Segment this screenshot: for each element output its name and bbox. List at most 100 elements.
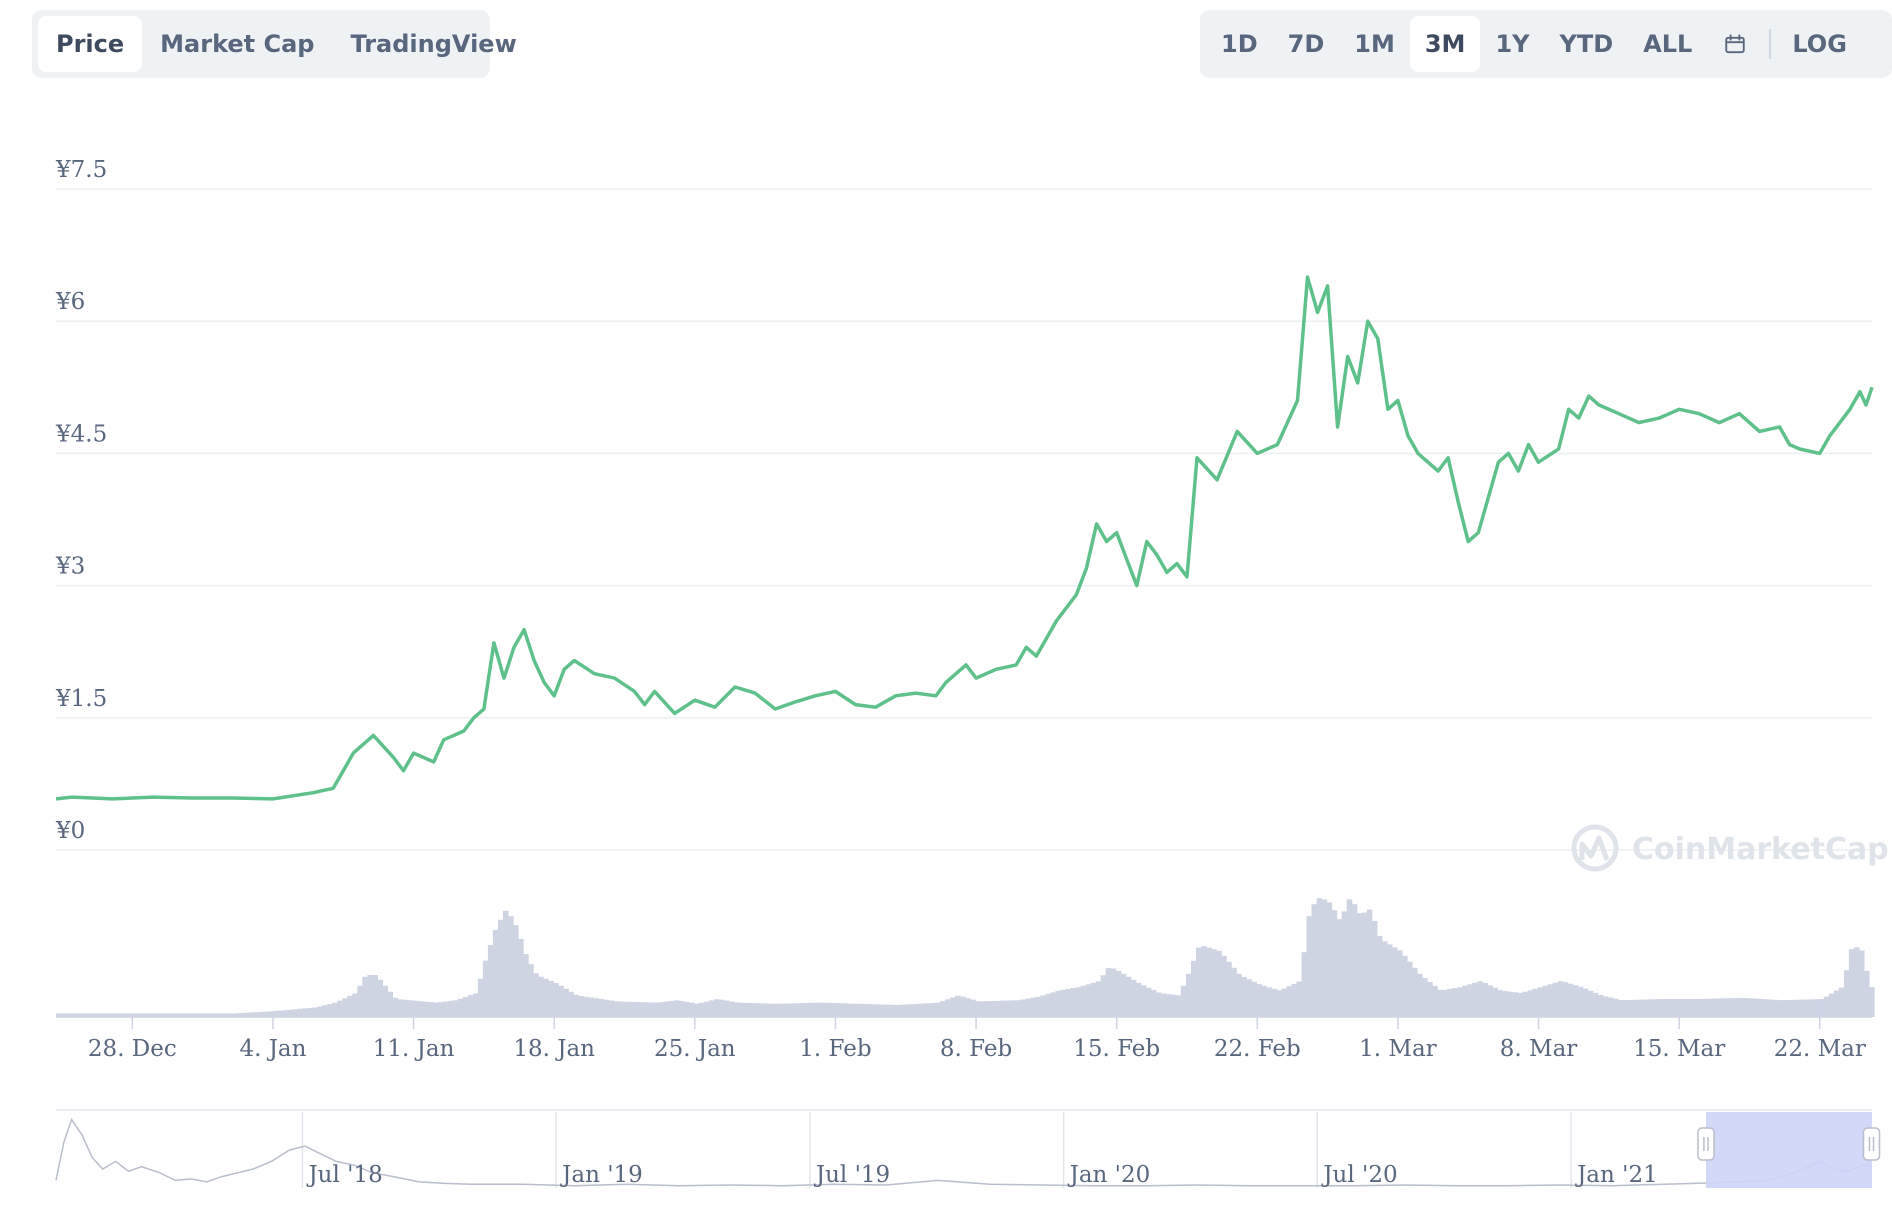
- log-toggle[interactable]: LOG: [1792, 30, 1847, 58]
- volume-bar: [809, 1002, 815, 1017]
- volume-bar: [1547, 984, 1554, 1017]
- range-1m[interactable]: 1M: [1354, 30, 1395, 58]
- volume-bar: [1442, 989, 1448, 1017]
- watermark: CoinMarketCap: [1571, 824, 1889, 872]
- range-7d[interactable]: 7D: [1287, 30, 1325, 58]
- volume-bar: [949, 997, 956, 1017]
- volume-bar: [206, 1013, 213, 1017]
- volume-bar: [934, 1002, 941, 1017]
- volume-bar: [1472, 982, 1478, 1017]
- navigator-handle[interactable]: [1862, 1127, 1881, 1161]
- volume-bar: [819, 1002, 825, 1017]
- volume-bar: [1256, 984, 1262, 1017]
- volume-bar: [226, 1013, 233, 1017]
- chart-type-tabs: Price Market Cap TradingView: [32, 10, 517, 78]
- navigator-handle[interactable]: [1697, 1127, 1715, 1161]
- volume-bar: [1703, 998, 1709, 1017]
- volume-bar: [317, 1006, 323, 1017]
- volume-bar: [1401, 955, 1408, 1017]
- range-1d[interactable]: 1D: [1221, 30, 1258, 58]
- volume-bar: [281, 1010, 288, 1017]
- volume-bar: [1291, 983, 1298, 1017]
- volume-bar: [538, 976, 544, 1017]
- navigator-label: Jan '21: [1575, 1162, 1658, 1188]
- volume-bar: [151, 1013, 158, 1017]
- volume-bar: [477, 978, 484, 1017]
- volume-bar: [678, 1000, 685, 1017]
- volume-bar: [1477, 981, 1483, 1017]
- volume-bar: [844, 1003, 851, 1017]
- volume-bar: [1191, 960, 1197, 1017]
- volume-bar: [1653, 999, 1659, 1017]
- volume-bar: [136, 1013, 142, 1017]
- volume-bar: [1316, 898, 1323, 1017]
- volume-bar: [1642, 999, 1649, 1017]
- volume-bar: [548, 980, 554, 1017]
- tab-price[interactable]: Price: [38, 16, 143, 72]
- volume-bar: [985, 1001, 991, 1017]
- volume-bar: [126, 1013, 132, 1017]
- volume-bar: [1572, 985, 1579, 1017]
- navigator-selection[interactable]: [1705, 1112, 1872, 1188]
- volume-bar: [799, 1003, 805, 1017]
- volume-bar: [1406, 961, 1413, 1017]
- volume-bar: [1688, 999, 1694, 1017]
- volume-bar: [965, 998, 971, 1017]
- volume-bar: [221, 1013, 228, 1017]
- volume-bar: [1592, 992, 1599, 1017]
- range-ytd[interactable]: YTD: [1559, 30, 1614, 58]
- volume-bar: [1130, 979, 1137, 1017]
- volume-bar: [759, 1003, 765, 1017]
- volume-bar: [1105, 968, 1112, 1017]
- volume-bar: [688, 1002, 695, 1017]
- range-1y[interactable]: 1Y: [1495, 30, 1530, 58]
- tab-tradingview[interactable]: TradingView: [350, 30, 517, 58]
- volume-bar: [1778, 1000, 1785, 1017]
- volume-bar: [1201, 946, 1207, 1017]
- volume-bar: [86, 1013, 92, 1017]
- volume-bar: [1658, 999, 1664, 1017]
- volume-bar: [1537, 987, 1544, 1017]
- volume-bar: [1617, 999, 1624, 1017]
- volume-bar: [1231, 967, 1237, 1017]
- volume-bar: [1462, 985, 1468, 1017]
- volume-bar: [141, 1013, 147, 1017]
- x-tick-label: 11. Jan: [373, 1036, 455, 1062]
- volume-bar: [1567, 983, 1574, 1017]
- volume-bar: [1718, 998, 1724, 1017]
- volume-bar: [447, 1000, 454, 1017]
- volume-bar: [558, 985, 564, 1017]
- volume-bar: [1632, 999, 1639, 1017]
- range-3m[interactable]: 3M: [1409, 16, 1481, 72]
- volume-bar: [980, 1001, 986, 1017]
- range-all[interactable]: ALL: [1643, 30, 1693, 58]
- x-axis: 28. Dec 4. Jan 11. Jan 18. Jan 25. Jan 1. Feb…: [88, 1017, 1866, 1062]
- volume-bar: [909, 1004, 916, 1017]
- volume-bar: [779, 1003, 785, 1017]
- volume-bar: [884, 1004, 891, 1017]
- volume-bar: [1226, 961, 1232, 1017]
- volume-bar: [523, 954, 529, 1017]
- volume-bar: [1733, 997, 1740, 1017]
- volume-bar: [769, 1003, 775, 1017]
- volume-bar: [1060, 989, 1067, 1017]
- volume-bar: [1432, 985, 1438, 1017]
- volume-bar: [266, 1011, 273, 1017]
- volume-bar: [166, 1013, 173, 1017]
- volume-bar: [869, 1004, 876, 1017]
- volume-bar: [975, 1001, 981, 1017]
- tab-market-cap[interactable]: Market Cap: [160, 30, 315, 58]
- coinmarketcap-logo-icon: [1571, 824, 1619, 872]
- volume-bar: [1668, 999, 1674, 1017]
- volume-bar: [1301, 952, 1308, 1017]
- volume-bar: [402, 999, 409, 1017]
- volume-bar: [603, 999, 610, 1017]
- volume-bar: [899, 1004, 906, 1017]
- calendar-icon[interactable]: [1707, 16, 1763, 72]
- volume-bar: [824, 1002, 831, 1017]
- volume-bar: [1125, 976, 1132, 1017]
- volume-bar: [1597, 994, 1604, 1017]
- volume-bar: [1512, 992, 1519, 1017]
- volume-bar: [1085, 984, 1092, 1017]
- volume-bar: [1055, 990, 1062, 1017]
